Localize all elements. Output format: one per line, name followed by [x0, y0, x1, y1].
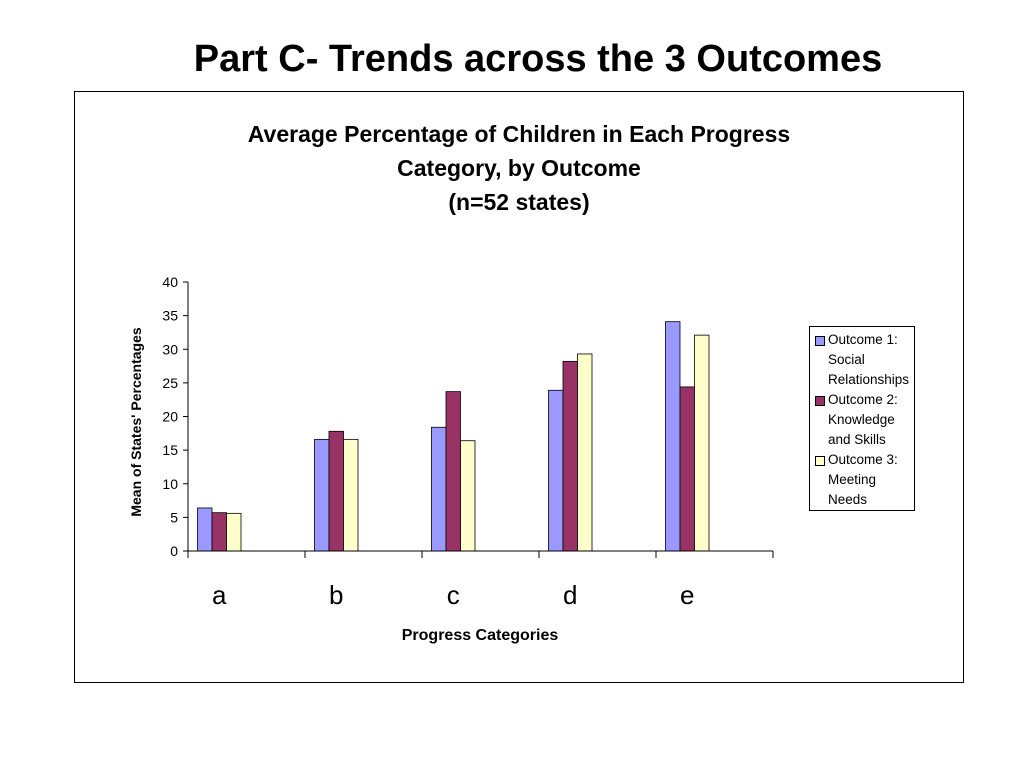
x-tick-label-c: c — [447, 580, 460, 610]
legend-label-line: and Skills — [828, 432, 886, 447]
bar-d-series-1 — [548, 389, 564, 552]
legend-item-outcome-2: Outcome 2: Knowledge and Skills — [815, 390, 914, 450]
legend-label-line: Needs — [828, 492, 868, 507]
legend-swatch-outcome-1 — [815, 336, 825, 346]
y-tick-label: 30 — [162, 341, 178, 357]
y-axis-title: Mean of States' Percentages — [128, 327, 144, 517]
chart-legend: Outcome 1: Social Relationships Outcome … — [809, 326, 915, 511]
bar-e-series-3 — [694, 334, 710, 552]
legend-label-line: Outcome 3: — [828, 452, 898, 467]
legend-label-line: Meeting — [828, 472, 877, 487]
legend-label-line: Relationships — [828, 372, 910, 387]
x-tick-label-b: b — [329, 580, 343, 610]
legend-label-line: Outcome 2: — [828, 392, 898, 407]
legend-item-outcome-3: Outcome 3: Meeting Needs — [815, 450, 914, 510]
legend-swatch-outcome-3 — [815, 456, 825, 466]
chart-title: Average Percentage of Children in Each P… — [75, 117, 963, 219]
bar-c-series-3 — [460, 440, 476, 552]
y-tick-label: 25 — [162, 375, 178, 391]
chart-title-line-2: Category, by Outcome — [397, 155, 641, 181]
x-tick-label-d: d — [563, 580, 577, 610]
bar-a-series-2 — [211, 512, 227, 552]
chart-title-line-3: (n=52 states) — [448, 189, 590, 215]
bar-d-series-3 — [577, 353, 593, 552]
bar-e-series-1 — [665, 321, 681, 552]
y-tick-label: 35 — [162, 308, 178, 324]
bars-layer — [197, 321, 710, 552]
slide-title: Part C- Trends across the 3 Outcomes — [193, 38, 883, 80]
bar-a-series-1 — [197, 507, 213, 552]
bar-b-series-2 — [328, 430, 344, 552]
x-axis-title: Progress Categories — [401, 627, 559, 644]
y-tick-label: 0 — [170, 543, 178, 559]
bar-c-series-1 — [431, 426, 447, 552]
legend-swatch-outcome-2 — [815, 396, 825, 406]
y-tick-label: 40 — [162, 274, 178, 290]
bar-b-series-1 — [314, 438, 330, 552]
legend-item-outcome-1: Outcome 1: Social Relationships — [815, 330, 914, 390]
bar-c-series-2 — [445, 391, 461, 552]
legend-label-line: Outcome 1: — [828, 332, 898, 347]
ticks-layer: 0 5 10 15 20 25 30 35 40 a b c d e — [162, 274, 774, 610]
legend-label-line: Social — [828, 352, 865, 367]
legend-label-line: Knowledge — [828, 412, 895, 427]
y-tick-label: 5 — [170, 509, 178, 525]
bar-b-series-3 — [343, 438, 359, 552]
bar-d-series-2 — [562, 360, 578, 552]
x-tick-label-e: e — [680, 580, 694, 610]
chart-title-line-1: Average Percentage of Children in Each P… — [247, 121, 791, 147]
x-tick-label-a: a — [212, 580, 227, 610]
y-tick-label: 20 — [162, 409, 178, 425]
y-tick-label: 15 — [162, 442, 178, 458]
y-tick-label: 10 — [162, 476, 178, 492]
bar-e-series-2 — [679, 386, 695, 552]
bar-a-series-3 — [226, 512, 242, 552]
